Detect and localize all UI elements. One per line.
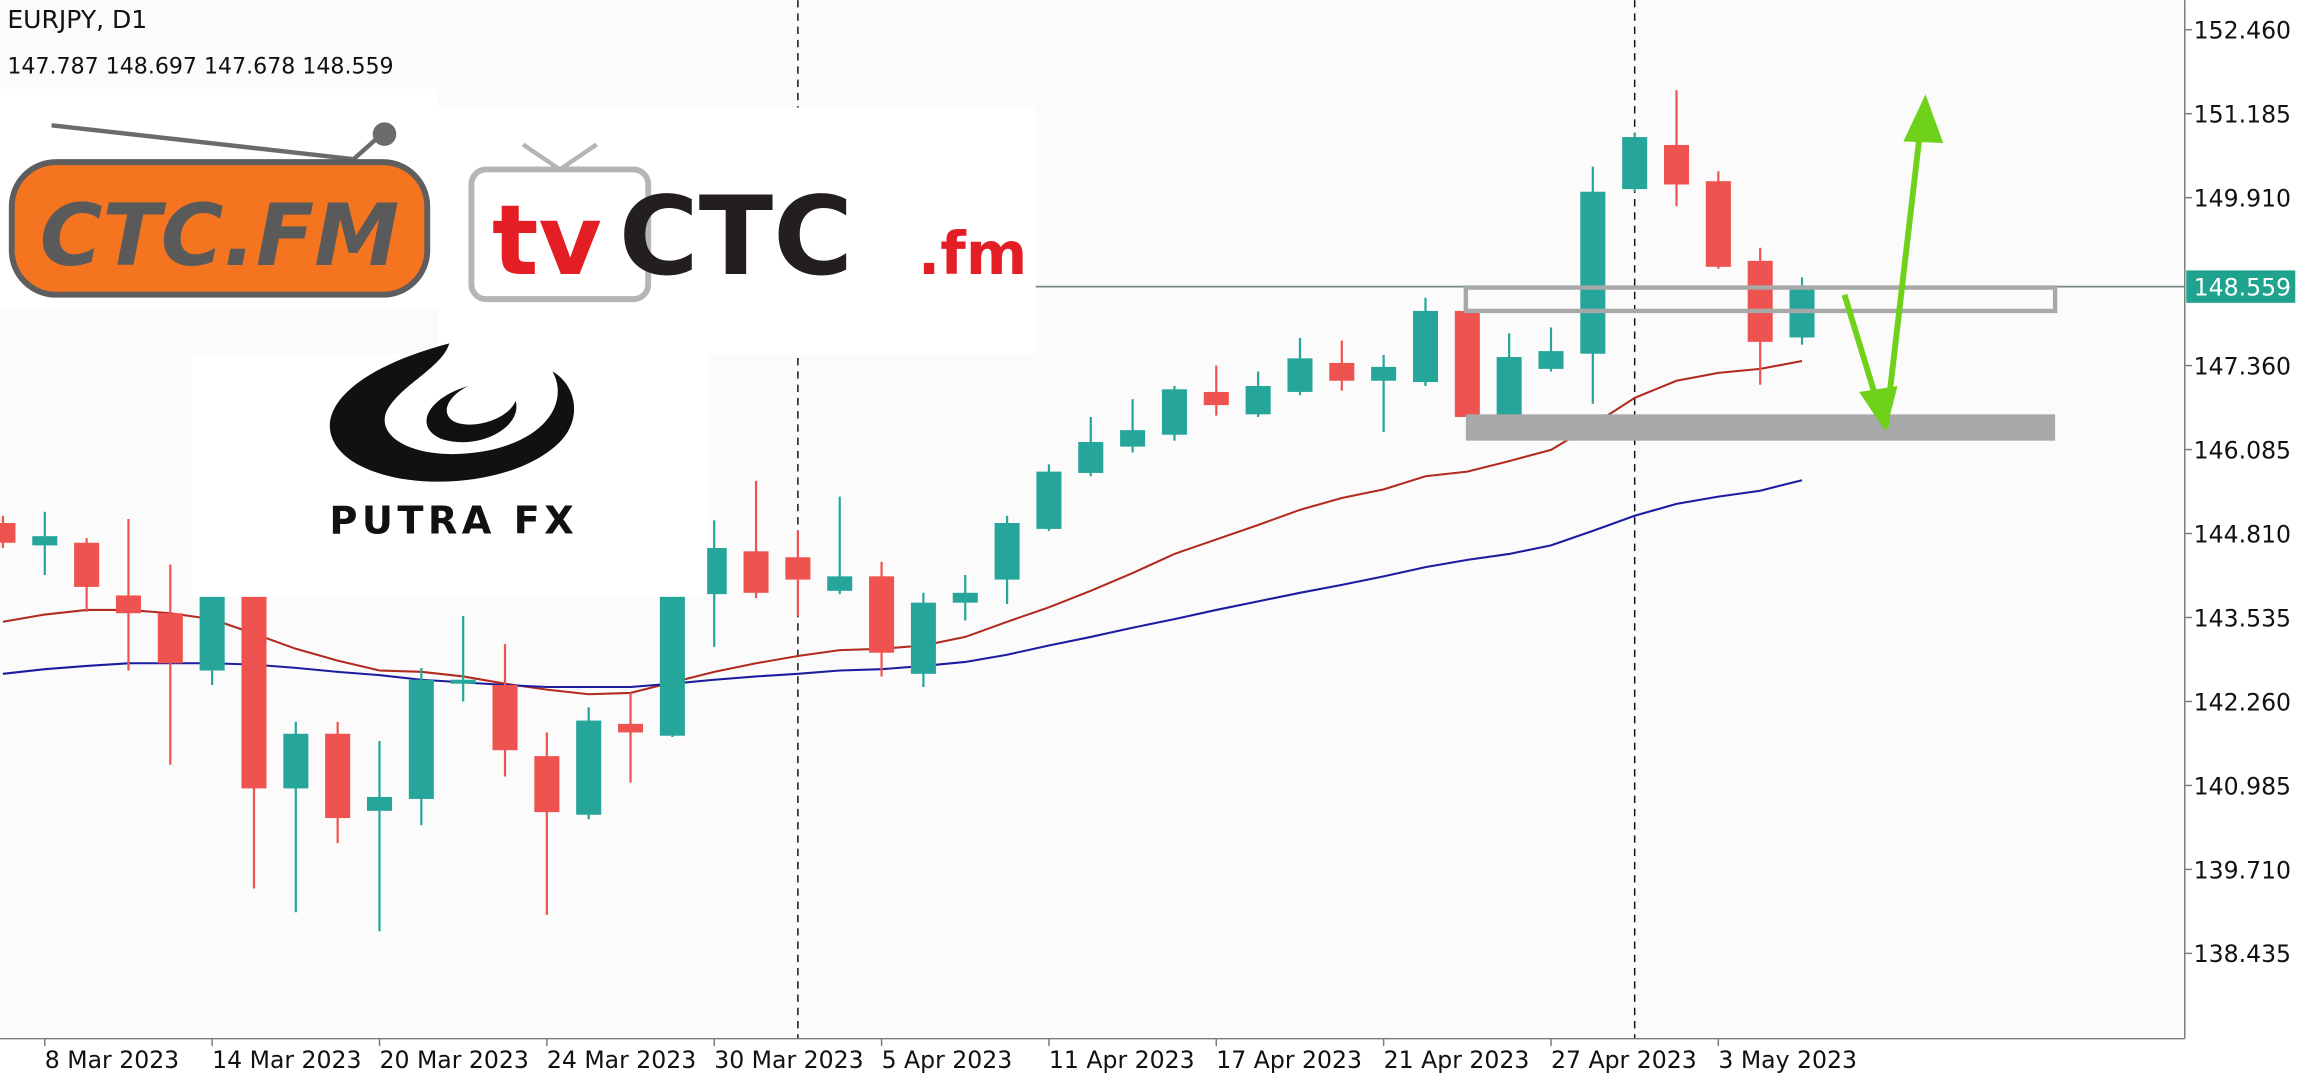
- candle-body: [32, 536, 58, 546]
- candle-body: [1622, 137, 1648, 190]
- candle-body: [366, 796, 393, 811]
- x-tick-label: 20 Mar 2023: [380, 1046, 529, 1074]
- candle-body: [534, 756, 560, 813]
- candle-body: [325, 733, 351, 819]
- candle-body: [1747, 260, 1773, 342]
- candle-body: [952, 592, 978, 603]
- candle-body: [743, 551, 769, 593]
- chart-subtitle: 147.787 148.697 147.678 148.559: [7, 54, 393, 80]
- candle-body: [283, 733, 309, 789]
- candle-body: [1203, 391, 1229, 406]
- candle-body: [1287, 358, 1313, 392]
- arrow-down: [1841, 293, 1880, 402]
- candle-body: [994, 522, 1020, 580]
- putra-logo-text: PUTRA FX: [329, 498, 578, 543]
- candle-body: [157, 613, 183, 664]
- arrow-up: [1882, 135, 1923, 428]
- x-tick-label: 30 Mar 2023: [714, 1046, 863, 1074]
- y-tick-label: 149.910: [2194, 184, 2291, 212]
- candle-body: [1036, 471, 1062, 529]
- candle-body: [1329, 362, 1355, 381]
- x-tick-label: 27 Apr 2023: [1551, 1046, 1697, 1074]
- y-tick-label: 139.710: [2194, 856, 2291, 884]
- moving-average: [2, 359, 1803, 696]
- candle-body: [827, 576, 853, 591]
- y-tick-label: 147.360: [2194, 352, 2291, 380]
- annotation-arrows: [1841, 94, 1944, 432]
- moving-average: [2, 479, 1803, 689]
- candle-body: [785, 557, 811, 580]
- candle-body: [1496, 357, 1522, 417]
- y-tick-label: 142.260: [2194, 688, 2291, 716]
- antenna: [51, 123, 354, 162]
- price-zone: [1463, 285, 2058, 314]
- candle-body: [618, 723, 644, 733]
- antenna-tip: [372, 122, 397, 146]
- logos: CTC.FM tv CTC .fm PUTRA FX: [0, 88, 1036, 597]
- y-tick-label: 152.460: [2194, 17, 2291, 45]
- candle-body: [1412, 310, 1439, 383]
- y-tick-label: 138.435: [2194, 940, 2291, 968]
- x-tick-label: 21 Apr 2023: [1384, 1046, 1530, 1074]
- candle-body: [1245, 386, 1271, 415]
- candle-body: [576, 720, 602, 815]
- arrow-head: [1903, 94, 1944, 143]
- price-zone: [1465, 414, 2056, 441]
- ctc-logo-text: CTC.FM: [40, 187, 400, 286]
- y-tick-label: 144.810: [2194, 520, 2291, 548]
- candle-body: [450, 679, 476, 684]
- candle-body: [408, 679, 434, 799]
- tv-logo-fm: .fm: [918, 219, 1027, 288]
- x-tick-label: 5 Apr 2023: [882, 1046, 1013, 1074]
- putra-swirl: [426, 386, 517, 443]
- y-tick-label: 143.535: [2194, 604, 2291, 632]
- x-tick-label: 11 Apr 2023: [1049, 1046, 1195, 1074]
- candle-body: [1371, 366, 1397, 381]
- candle-body: [659, 596, 685, 736]
- y-tick-label: 151.185: [2194, 101, 2291, 129]
- candle-body: [199, 596, 225, 671]
- x-tick-label: 17 Apr 2023: [1216, 1046, 1362, 1074]
- x-tick-label: 24 Mar 2023: [547, 1046, 696, 1074]
- candle-body: [1538, 351, 1564, 369]
- candle-body: [1580, 191, 1606, 354]
- chart-title: EURJPY, D1: [7, 5, 147, 34]
- x-tick-label: 3 May 2023: [1718, 1046, 1857, 1074]
- candle-body: [115, 595, 141, 614]
- y-tick-label: 140.985: [2194, 772, 2291, 800]
- candle-body: [241, 596, 267, 789]
- tv-logo-tv: tv: [492, 184, 602, 297]
- candle-body: [910, 602, 936, 674]
- x-tick-label: 14 Mar 2023: [212, 1046, 361, 1074]
- candle-body: [492, 685, 518, 751]
- candle-body: [1454, 310, 1480, 417]
- tv-logo-ctc: CTC: [619, 173, 853, 300]
- candle-body: [0, 522, 16, 543]
- candle-body: [869, 576, 895, 653]
- candle-body: [1161, 389, 1187, 435]
- tv-antenna: [521, 142, 598, 173]
- candle-body: [1663, 144, 1690, 185]
- chart-overlay: [1463, 285, 2058, 441]
- putra-swirl: [329, 343, 575, 482]
- candle-body: [1120, 430, 1146, 447]
- y-tick-label: 146.085: [2194, 436, 2291, 464]
- logo-background: [437, 107, 1036, 354]
- candle-body: [1078, 441, 1104, 473]
- candle-body: [74, 542, 100, 587]
- ctc-badge: [8, 159, 431, 298]
- current-price-label: 148.559: [2194, 273, 2291, 301]
- candle-body: [1705, 181, 1731, 267]
- current-price-box: [2186, 270, 2296, 303]
- x-tick-label: 8 Mar 2023: [45, 1046, 179, 1074]
